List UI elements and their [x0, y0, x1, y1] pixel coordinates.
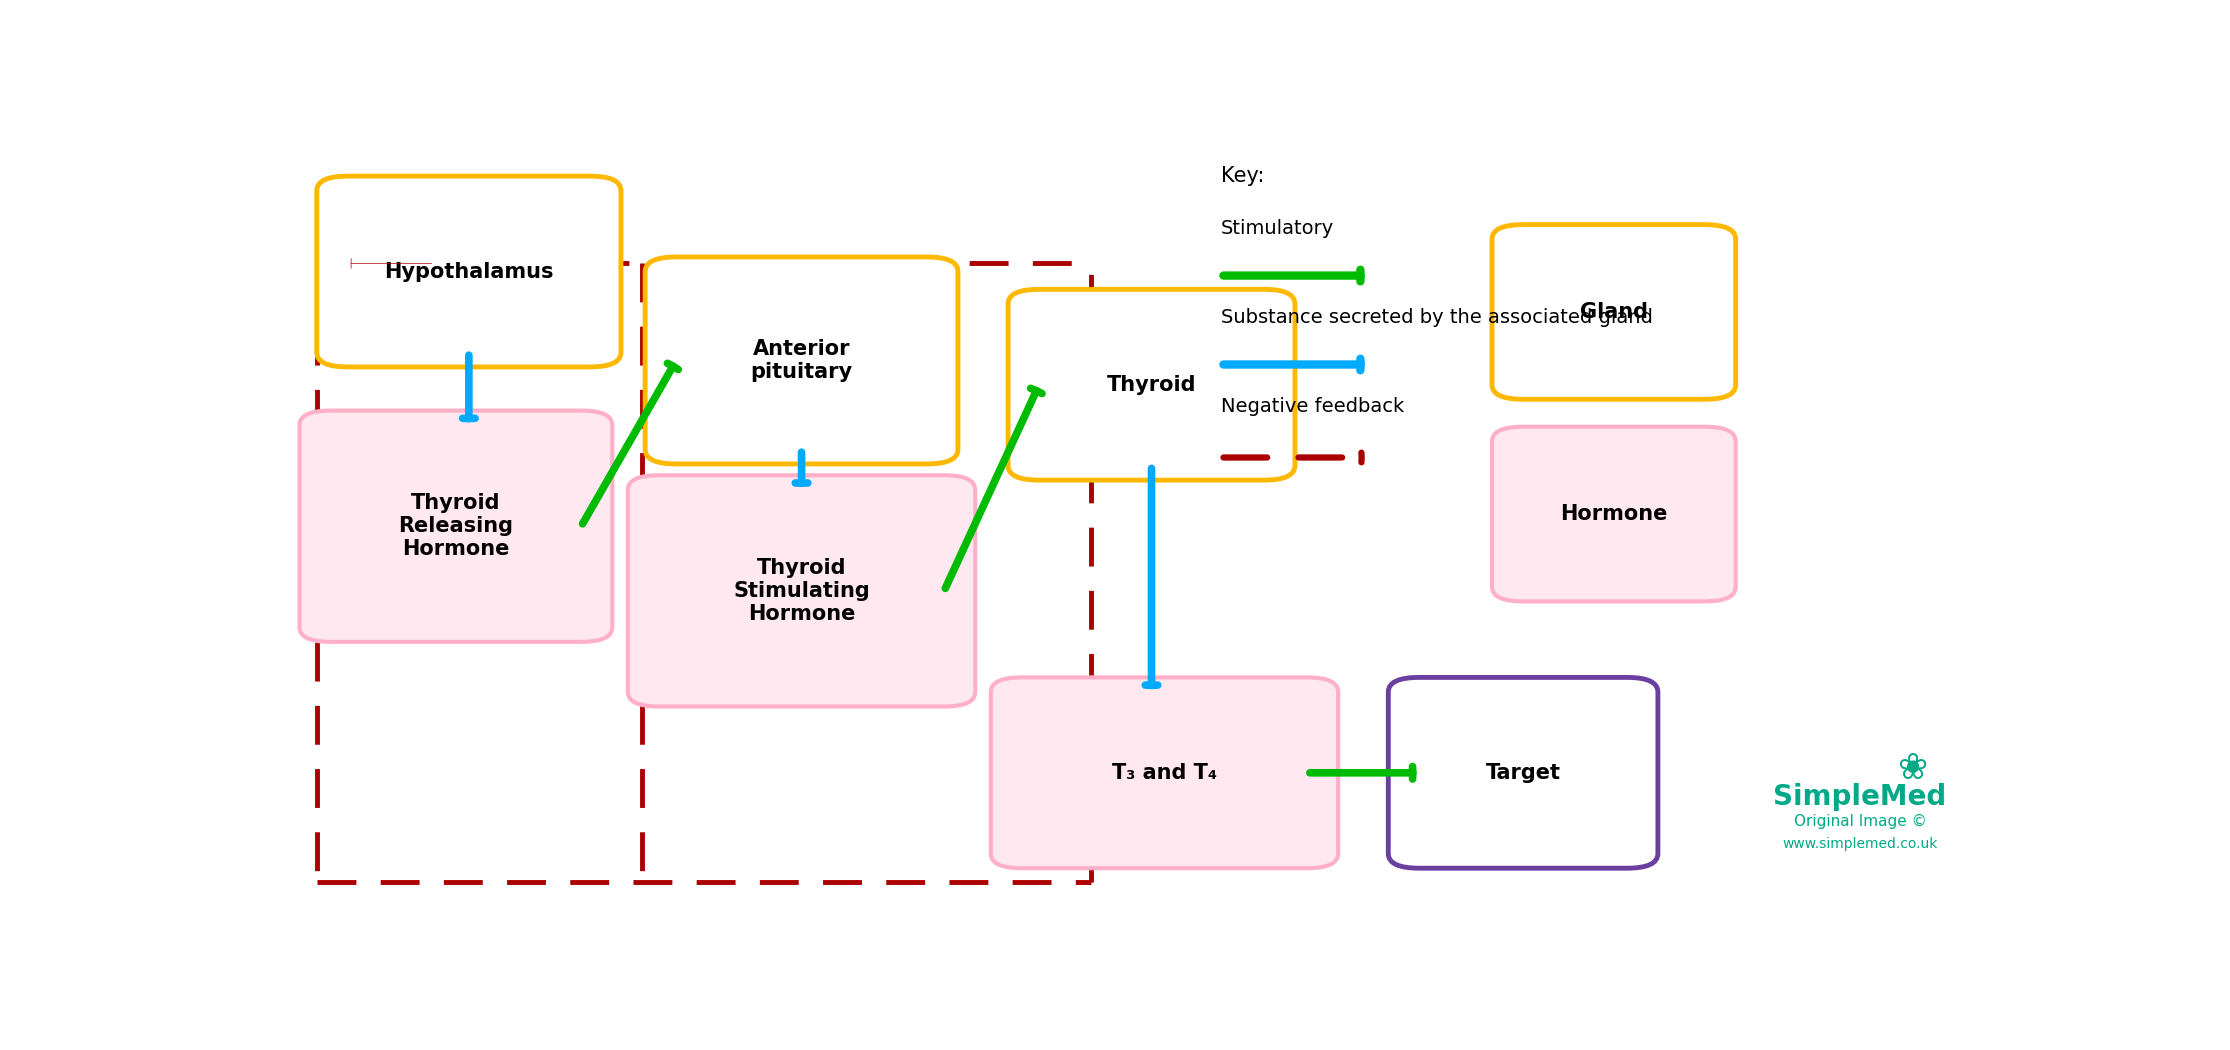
- FancyBboxPatch shape: [1492, 426, 1735, 602]
- Text: Thyroid
Releasing
Hormone: Thyroid Releasing Hormone: [399, 494, 513, 560]
- Text: ❀: ❀: [1898, 752, 1927, 785]
- Text: SimpleMed: SimpleMed: [1773, 783, 1947, 811]
- FancyBboxPatch shape: [317, 176, 620, 366]
- FancyBboxPatch shape: [990, 677, 1338, 868]
- Text: Key:: Key:: [1220, 167, 1264, 187]
- Text: Thyroid
Stimulating
Hormone: Thyroid Stimulating Hormone: [734, 558, 870, 624]
- FancyBboxPatch shape: [629, 476, 975, 707]
- Text: Hypothalamus: Hypothalamus: [384, 261, 553, 281]
- Text: Thyroid: Thyroid: [1106, 375, 1195, 395]
- FancyBboxPatch shape: [1008, 290, 1296, 480]
- FancyBboxPatch shape: [1492, 225, 1735, 399]
- FancyBboxPatch shape: [1389, 677, 1657, 868]
- Text: Target: Target: [1485, 762, 1561, 783]
- Text: Gland: Gland: [1579, 302, 1648, 322]
- Text: Stimulatory: Stimulatory: [1220, 219, 1334, 238]
- Text: www.simplemed.co.uk: www.simplemed.co.uk: [1782, 837, 1938, 850]
- FancyBboxPatch shape: [644, 257, 959, 464]
- Text: Hormone: Hormone: [1561, 504, 1668, 524]
- Text: T₃ and T₄: T₃ and T₄: [1113, 762, 1218, 783]
- Text: Substance secreted by the associated gland: Substance secreted by the associated gla…: [1220, 308, 1652, 327]
- Text: Original Image ©: Original Image ©: [1793, 814, 1927, 828]
- Text: Negative feedback: Negative feedback: [1220, 397, 1405, 416]
- Text: Anterior
pituitary: Anterior pituitary: [752, 339, 852, 382]
- FancyBboxPatch shape: [299, 411, 613, 642]
